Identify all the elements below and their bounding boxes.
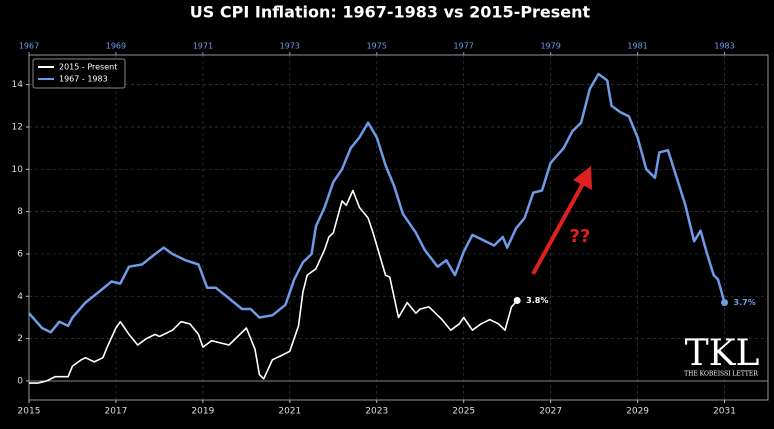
x-tick-label: 2027: [539, 407, 562, 417]
x-tick-label: 2029: [626, 407, 649, 417]
x2-tick-label: 1975: [367, 42, 387, 51]
y-tick-label: 6: [17, 249, 23, 259]
end-label: 3.8%: [526, 296, 548, 305]
y-tick-label: 12: [12, 122, 23, 132]
y-tick-label: 2: [17, 334, 23, 344]
arrow-head: [573, 166, 592, 190]
y-tick-label: 4: [17, 292, 23, 302]
x2-tick-label: 1981: [627, 42, 647, 51]
plot-frame: [28, 54, 769, 401]
series-line: [28, 72, 726, 334]
x-tick-label: 2015: [18, 407, 41, 417]
end-point: [721, 299, 729, 307]
arrow-shaft: [531, 177, 588, 275]
end-point: [513, 297, 521, 305]
x-tick-label: 2023: [365, 407, 388, 417]
y-tick-label: 14: [12, 80, 24, 90]
x2-tick-label: 1979: [540, 42, 560, 51]
x-tick-label: 2019: [191, 407, 214, 417]
x-tick-label: 2021: [278, 407, 301, 417]
x2-tick-label: 1967: [19, 42, 39, 51]
legend-label: 1967 - 1983: [59, 75, 108, 84]
y-tick-label: 0: [17, 376, 23, 386]
x2-tick-label: 1983: [714, 42, 734, 51]
x2-tick-label: 1969: [106, 42, 126, 51]
y-tick-label: 8: [17, 207, 23, 217]
logo: TKL: [685, 333, 760, 374]
chart-title: US CPI Inflation: 1967-1983 vs 2015-Pres…: [190, 3, 591, 22]
x2-tick-label: 1973: [280, 42, 300, 51]
series-line: [29, 189, 518, 384]
legend-label: 2015 - Present: [59, 63, 117, 72]
x2-tick-label: 1971: [193, 42, 213, 51]
annotation: ??: [570, 226, 591, 247]
x-tick-label: 2017: [104, 407, 127, 417]
x-tick-label: 2025: [452, 407, 475, 417]
x-tick-label: 2031: [713, 407, 736, 417]
logo-caption: THE KOBEISSI LETTER: [684, 371, 758, 378]
legend-box: [32, 58, 126, 89]
end-label: 3.7%: [734, 298, 756, 307]
x2-tick-label: 1977: [454, 42, 474, 51]
y-tick-label: 10: [12, 165, 24, 175]
